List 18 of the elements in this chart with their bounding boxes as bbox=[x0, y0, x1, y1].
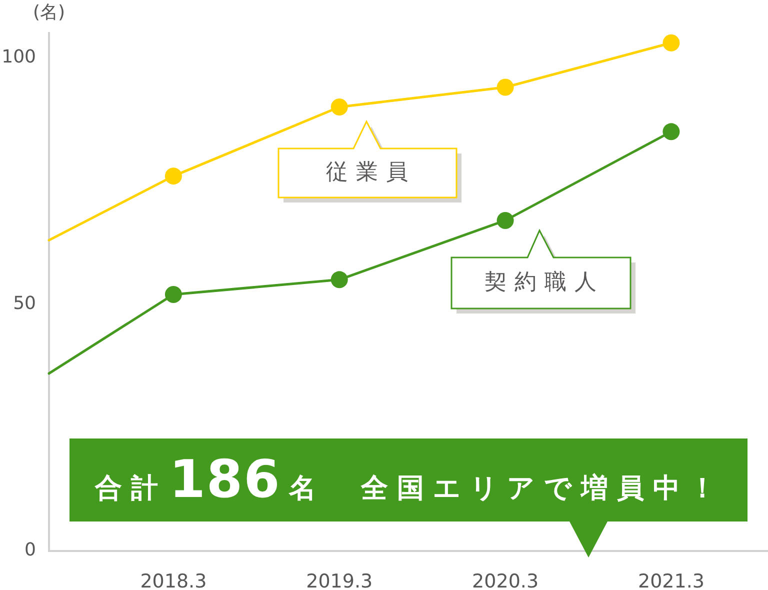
point bbox=[164, 168, 182, 185]
series-label: 契約職人 bbox=[484, 270, 604, 294]
point bbox=[662, 123, 680, 140]
x-tick-label: 2021.3 bbox=[638, 570, 704, 590]
y-tick-label: 50 bbox=[13, 293, 36, 314]
y-tick-label: 0 bbox=[24, 540, 36, 561]
point bbox=[662, 34, 680, 52]
point bbox=[330, 271, 348, 288]
point bbox=[164, 286, 182, 303]
x-tick-label: 2020.3 bbox=[472, 570, 539, 590]
point bbox=[496, 78, 514, 96]
point bbox=[330, 98, 348, 116]
y-tick-label: 100 bbox=[2, 46, 36, 68]
y-axis-title: (名) bbox=[33, 2, 66, 23]
x-tick-label: 2019.3 bbox=[306, 570, 373, 590]
point bbox=[496, 212, 514, 229]
series-label: 従業員 bbox=[325, 160, 416, 184]
x-tick-label: 2018.3 bbox=[140, 570, 207, 590]
